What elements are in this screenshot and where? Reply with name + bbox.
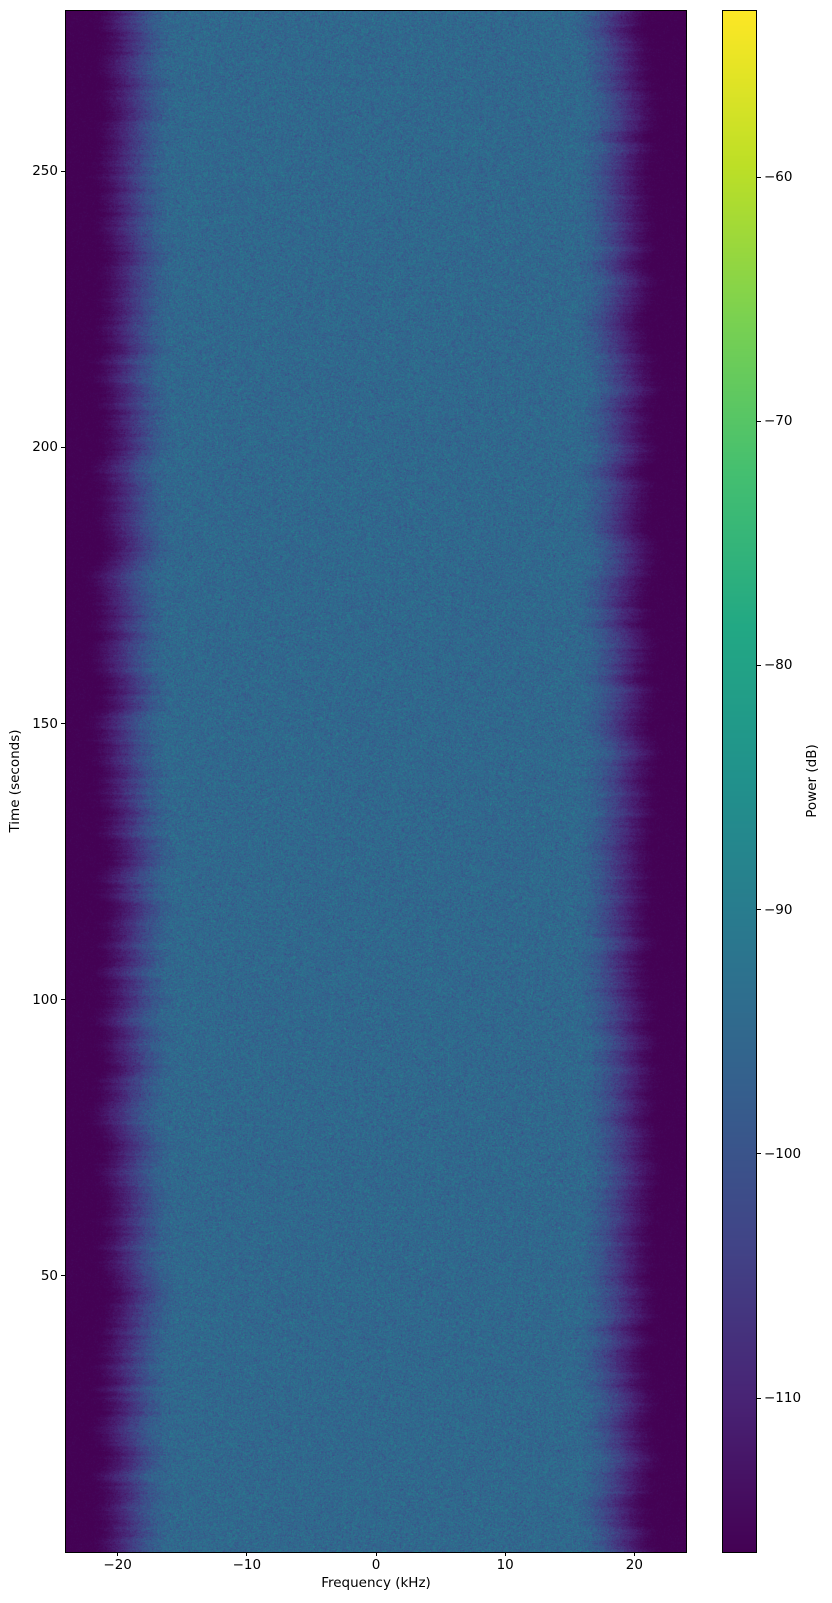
- colorbar-tick-mark: [756, 176, 761, 178]
- x-tick-mark: [246, 1552, 248, 1556]
- x-tick-label: 20: [625, 1557, 643, 1573]
- y-tick-label: 250: [32, 163, 58, 180]
- y-axis-label: Time (seconds): [7, 729, 23, 833]
- colorbar-tick-mark: [756, 909, 761, 911]
- y-tick-mark: [61, 723, 66, 724]
- colorbar-tick-mark: [756, 664, 761, 666]
- colorbar-tick-label: −90: [764, 901, 793, 918]
- y-tick-mark: [61, 999, 66, 1001]
- x-tick-label: 10: [496, 1557, 514, 1573]
- colorbar-tick-label: −60: [764, 169, 793, 186]
- colorbar-tick-mark: [756, 420, 761, 422]
- x-tick-mark: [504, 1552, 506, 1556]
- x-tick-mark: [117, 1552, 119, 1556]
- y-tick-mark: [61, 170, 66, 172]
- x-tick-mark: [633, 1552, 635, 1556]
- y-tick-label: 150: [32, 715, 58, 732]
- colorbar-tick-mark: [756, 1397, 761, 1399]
- colorbar-tick-label: −70: [764, 413, 793, 430]
- y-tick-label: 100: [32, 991, 58, 1008]
- colorbar-gradient: [723, 11, 756, 1552]
- x-tick-label: −10: [232, 1557, 262, 1573]
- colorbar-label: Power (dB): [804, 744, 820, 818]
- x-tick-mark: [375, 1552, 377, 1556]
- colorbar-tick-label: −110: [764, 1390, 802, 1407]
- x-tick-label: 0: [371, 1557, 381, 1573]
- y-tick-label: 50: [40, 1267, 58, 1284]
- colorbar-tick-label: −80: [764, 657, 793, 674]
- colorbar-tick-mark: [756, 1153, 761, 1155]
- y-tick-label: 200: [32, 439, 58, 456]
- colorbar-tick-label: −100: [764, 1145, 802, 1162]
- spectrogram-heatmap: [66, 11, 686, 1552]
- y-tick-mark: [61, 1275, 66, 1277]
- y-tick-mark: [61, 446, 66, 448]
- x-axis-label: Frequency (kHz): [321, 1575, 431, 1591]
- x-tick-label: −20: [103, 1557, 132, 1573]
